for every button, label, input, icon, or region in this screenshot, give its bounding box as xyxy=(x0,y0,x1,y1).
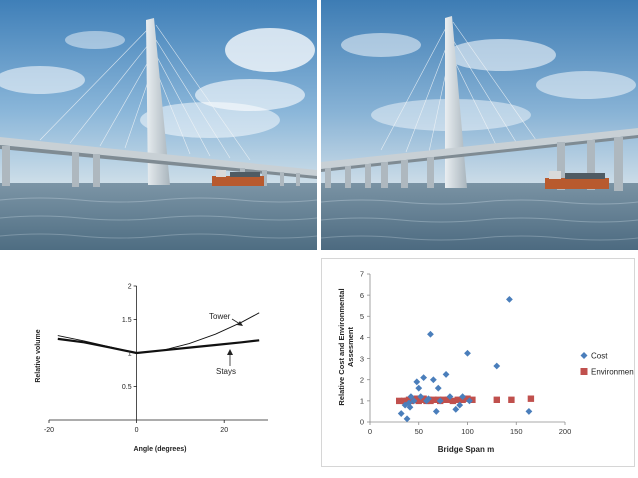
x-tick-label: 100 xyxy=(461,427,474,436)
data-points xyxy=(396,295,535,423)
environment-point xyxy=(439,396,447,403)
environment-point xyxy=(430,396,437,403)
x-tick-label: 200 xyxy=(559,427,572,436)
legend-environment-label: Environment xyxy=(591,368,634,377)
cost-point xyxy=(420,374,428,381)
cost-environment-chart: 0 50 100 150 200 0 1 2 3 4 5 6 7 Bridge Span m Relat… xyxy=(337,270,634,454)
bridge-photo-right xyxy=(321,0,638,250)
cost-point xyxy=(429,376,437,384)
cost-point xyxy=(466,397,473,405)
cost-point xyxy=(464,349,471,357)
y-tick-label: 3 xyxy=(360,354,364,363)
environment-point xyxy=(396,397,403,405)
relative-volume-chart: -20 0 20 0.5 1 1.5 2 Tower Stays Angle (degree… xyxy=(35,284,268,453)
y-tick-label: 2 xyxy=(360,375,364,384)
cost-point xyxy=(415,384,423,392)
x-tick-label: 50 xyxy=(415,427,423,436)
cost-point xyxy=(442,371,450,378)
x-tick-label: 150 xyxy=(510,427,523,436)
cost-point xyxy=(427,330,434,338)
cost-point xyxy=(432,408,440,415)
y-tick-label: 5 xyxy=(360,312,364,321)
axes xyxy=(367,273,566,425)
tower-annotation-arrowhead xyxy=(237,321,243,326)
environment-point xyxy=(464,395,471,402)
legend-environment-marker xyxy=(580,368,588,375)
cost-point xyxy=(436,397,444,405)
cost-point xyxy=(446,393,454,401)
series-lines xyxy=(57,312,260,355)
y-tick-label: 1.5 xyxy=(122,317,132,324)
y-tick-label: 1 xyxy=(128,351,132,358)
cost-environment-chart-panel: 0 50 100 150 200 0 1 2 3 4 5 6 7 Bridge Span m Relat… xyxy=(321,258,635,467)
y-tick-label: 1 xyxy=(360,397,364,406)
legend-cost-marker xyxy=(580,352,588,359)
cost-point xyxy=(407,393,415,401)
x-axis-title: Bridge Span m xyxy=(438,445,494,454)
tick-labels: 0 50 100 150 200 0 1 2 3 4 5 6 7 xyxy=(360,270,571,436)
y-axis-title-line1: Relative Cost and Environmental xyxy=(337,288,346,405)
cost-point xyxy=(456,401,464,409)
cost-point xyxy=(506,295,513,303)
stays-annotation-arrowhead xyxy=(227,349,233,355)
cost-point xyxy=(403,415,411,423)
x-axis-title: Angle (degrees) xyxy=(134,446,187,453)
environment-point xyxy=(449,397,457,405)
y-tick-label: 2 xyxy=(128,284,132,291)
stays-annotation: Stays xyxy=(216,367,236,376)
x-tick-label: 0 xyxy=(135,427,139,434)
tower-annotation: Tower xyxy=(209,312,231,321)
series-line-stays xyxy=(57,337,260,355)
cost-point xyxy=(425,395,432,403)
cost-point xyxy=(459,393,467,401)
y-axis-title-line2: Assesment xyxy=(346,326,355,367)
environment-point xyxy=(469,396,476,403)
y-tick-label: 6 xyxy=(360,291,364,300)
x-tick-label: 20 xyxy=(220,427,228,434)
environment-point xyxy=(508,396,515,403)
x-tick-label: -20 xyxy=(44,427,54,434)
environment-point xyxy=(454,396,461,403)
y-axis-title: Relative volume xyxy=(35,329,42,382)
x-tick-label: 0 xyxy=(368,427,372,436)
environment-point xyxy=(444,396,452,403)
cost-point xyxy=(397,410,405,417)
cost-point xyxy=(413,378,421,386)
cost-point xyxy=(452,405,460,413)
cost-point xyxy=(417,393,425,401)
y-tick-label: 4 xyxy=(360,333,364,342)
cost-point xyxy=(434,384,442,392)
y-tick-label: 0 xyxy=(360,418,364,427)
y-tick-label: 7 xyxy=(360,270,364,279)
environment-point xyxy=(493,396,500,403)
axes xyxy=(48,285,268,423)
cost-point xyxy=(525,408,533,415)
cost-point xyxy=(410,397,418,405)
cost-point xyxy=(406,403,414,411)
y-tick-label: 0.5 xyxy=(122,384,132,391)
environment-point xyxy=(527,395,535,402)
bridge-photo-left xyxy=(0,0,317,250)
legend-cost-label: Cost xyxy=(591,352,608,361)
legend: Cost Environment xyxy=(580,352,634,377)
cost-point xyxy=(493,362,501,370)
tick-labels: -20 0 20 0.5 1 1.5 2 xyxy=(44,284,228,435)
